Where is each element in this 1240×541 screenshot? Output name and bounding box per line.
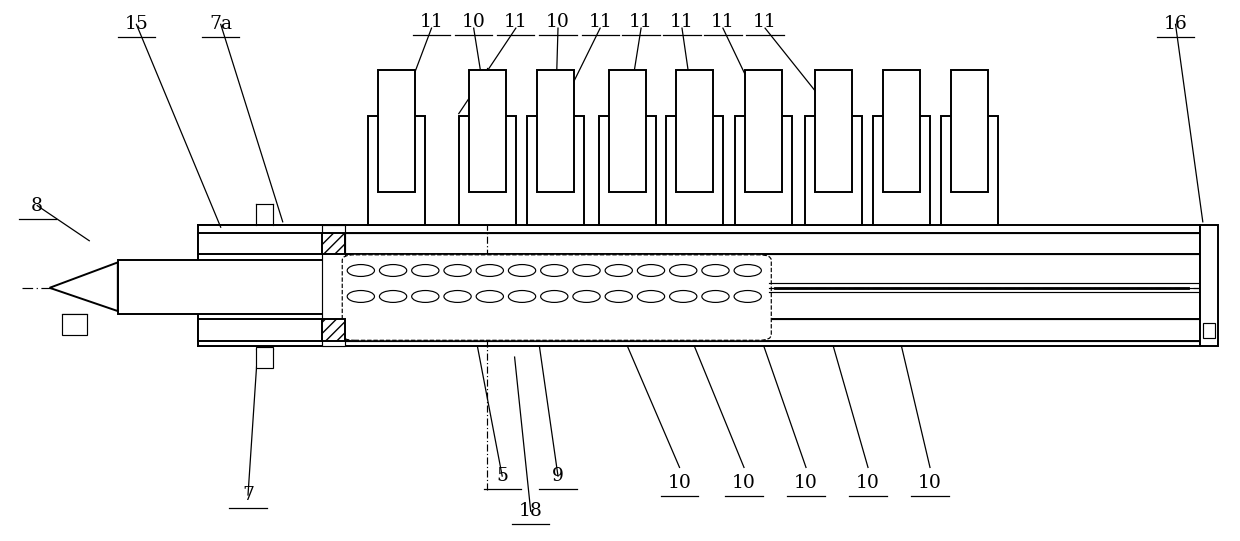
Bar xyxy=(599,116,656,225)
Text: 10: 10 xyxy=(461,12,486,31)
Bar xyxy=(676,70,713,192)
Text: 11: 11 xyxy=(629,12,653,31)
Bar xyxy=(198,225,345,346)
Bar xyxy=(815,70,852,192)
Bar xyxy=(609,70,646,192)
Bar xyxy=(62,314,87,335)
Text: 16: 16 xyxy=(1163,15,1188,34)
Text: 5: 5 xyxy=(496,467,508,485)
Text: 9: 9 xyxy=(552,467,564,485)
Bar xyxy=(537,70,574,192)
Text: 10: 10 xyxy=(794,473,818,492)
Bar xyxy=(368,116,425,225)
Text: 10: 10 xyxy=(918,473,942,492)
Text: 10: 10 xyxy=(667,473,692,492)
Bar xyxy=(951,70,988,192)
Bar xyxy=(198,319,1200,341)
Text: 11: 11 xyxy=(711,12,735,31)
Text: 11: 11 xyxy=(670,12,694,31)
Bar xyxy=(527,116,584,225)
Bar xyxy=(322,233,345,254)
Text: 10: 10 xyxy=(732,473,756,492)
Bar xyxy=(378,70,415,192)
Bar xyxy=(1200,225,1218,346)
FancyBboxPatch shape xyxy=(342,255,771,340)
Text: 7a: 7a xyxy=(210,15,232,34)
Bar xyxy=(459,116,516,225)
Bar xyxy=(255,347,273,368)
Text: 10: 10 xyxy=(856,473,880,492)
Bar xyxy=(735,116,792,225)
Text: 18: 18 xyxy=(518,502,543,520)
Text: 11: 11 xyxy=(588,12,613,31)
Bar xyxy=(1203,323,1215,338)
Polygon shape xyxy=(50,262,118,311)
Bar xyxy=(805,116,862,225)
Bar xyxy=(198,233,1200,254)
Bar xyxy=(322,225,345,346)
Text: 11: 11 xyxy=(419,12,444,31)
Text: 11: 11 xyxy=(753,12,777,31)
Bar xyxy=(469,70,506,192)
Text: 10: 10 xyxy=(546,12,570,31)
Bar xyxy=(745,70,782,192)
Text: 15: 15 xyxy=(124,15,149,34)
Text: 8: 8 xyxy=(31,196,43,215)
Bar xyxy=(322,319,345,341)
Text: 7: 7 xyxy=(242,486,254,504)
Bar xyxy=(198,233,345,254)
Bar xyxy=(118,260,335,314)
Bar xyxy=(873,116,930,225)
Bar xyxy=(883,70,920,192)
Bar xyxy=(941,116,998,225)
Bar xyxy=(198,319,345,341)
Text: 11: 11 xyxy=(503,12,528,31)
Bar xyxy=(666,116,723,225)
